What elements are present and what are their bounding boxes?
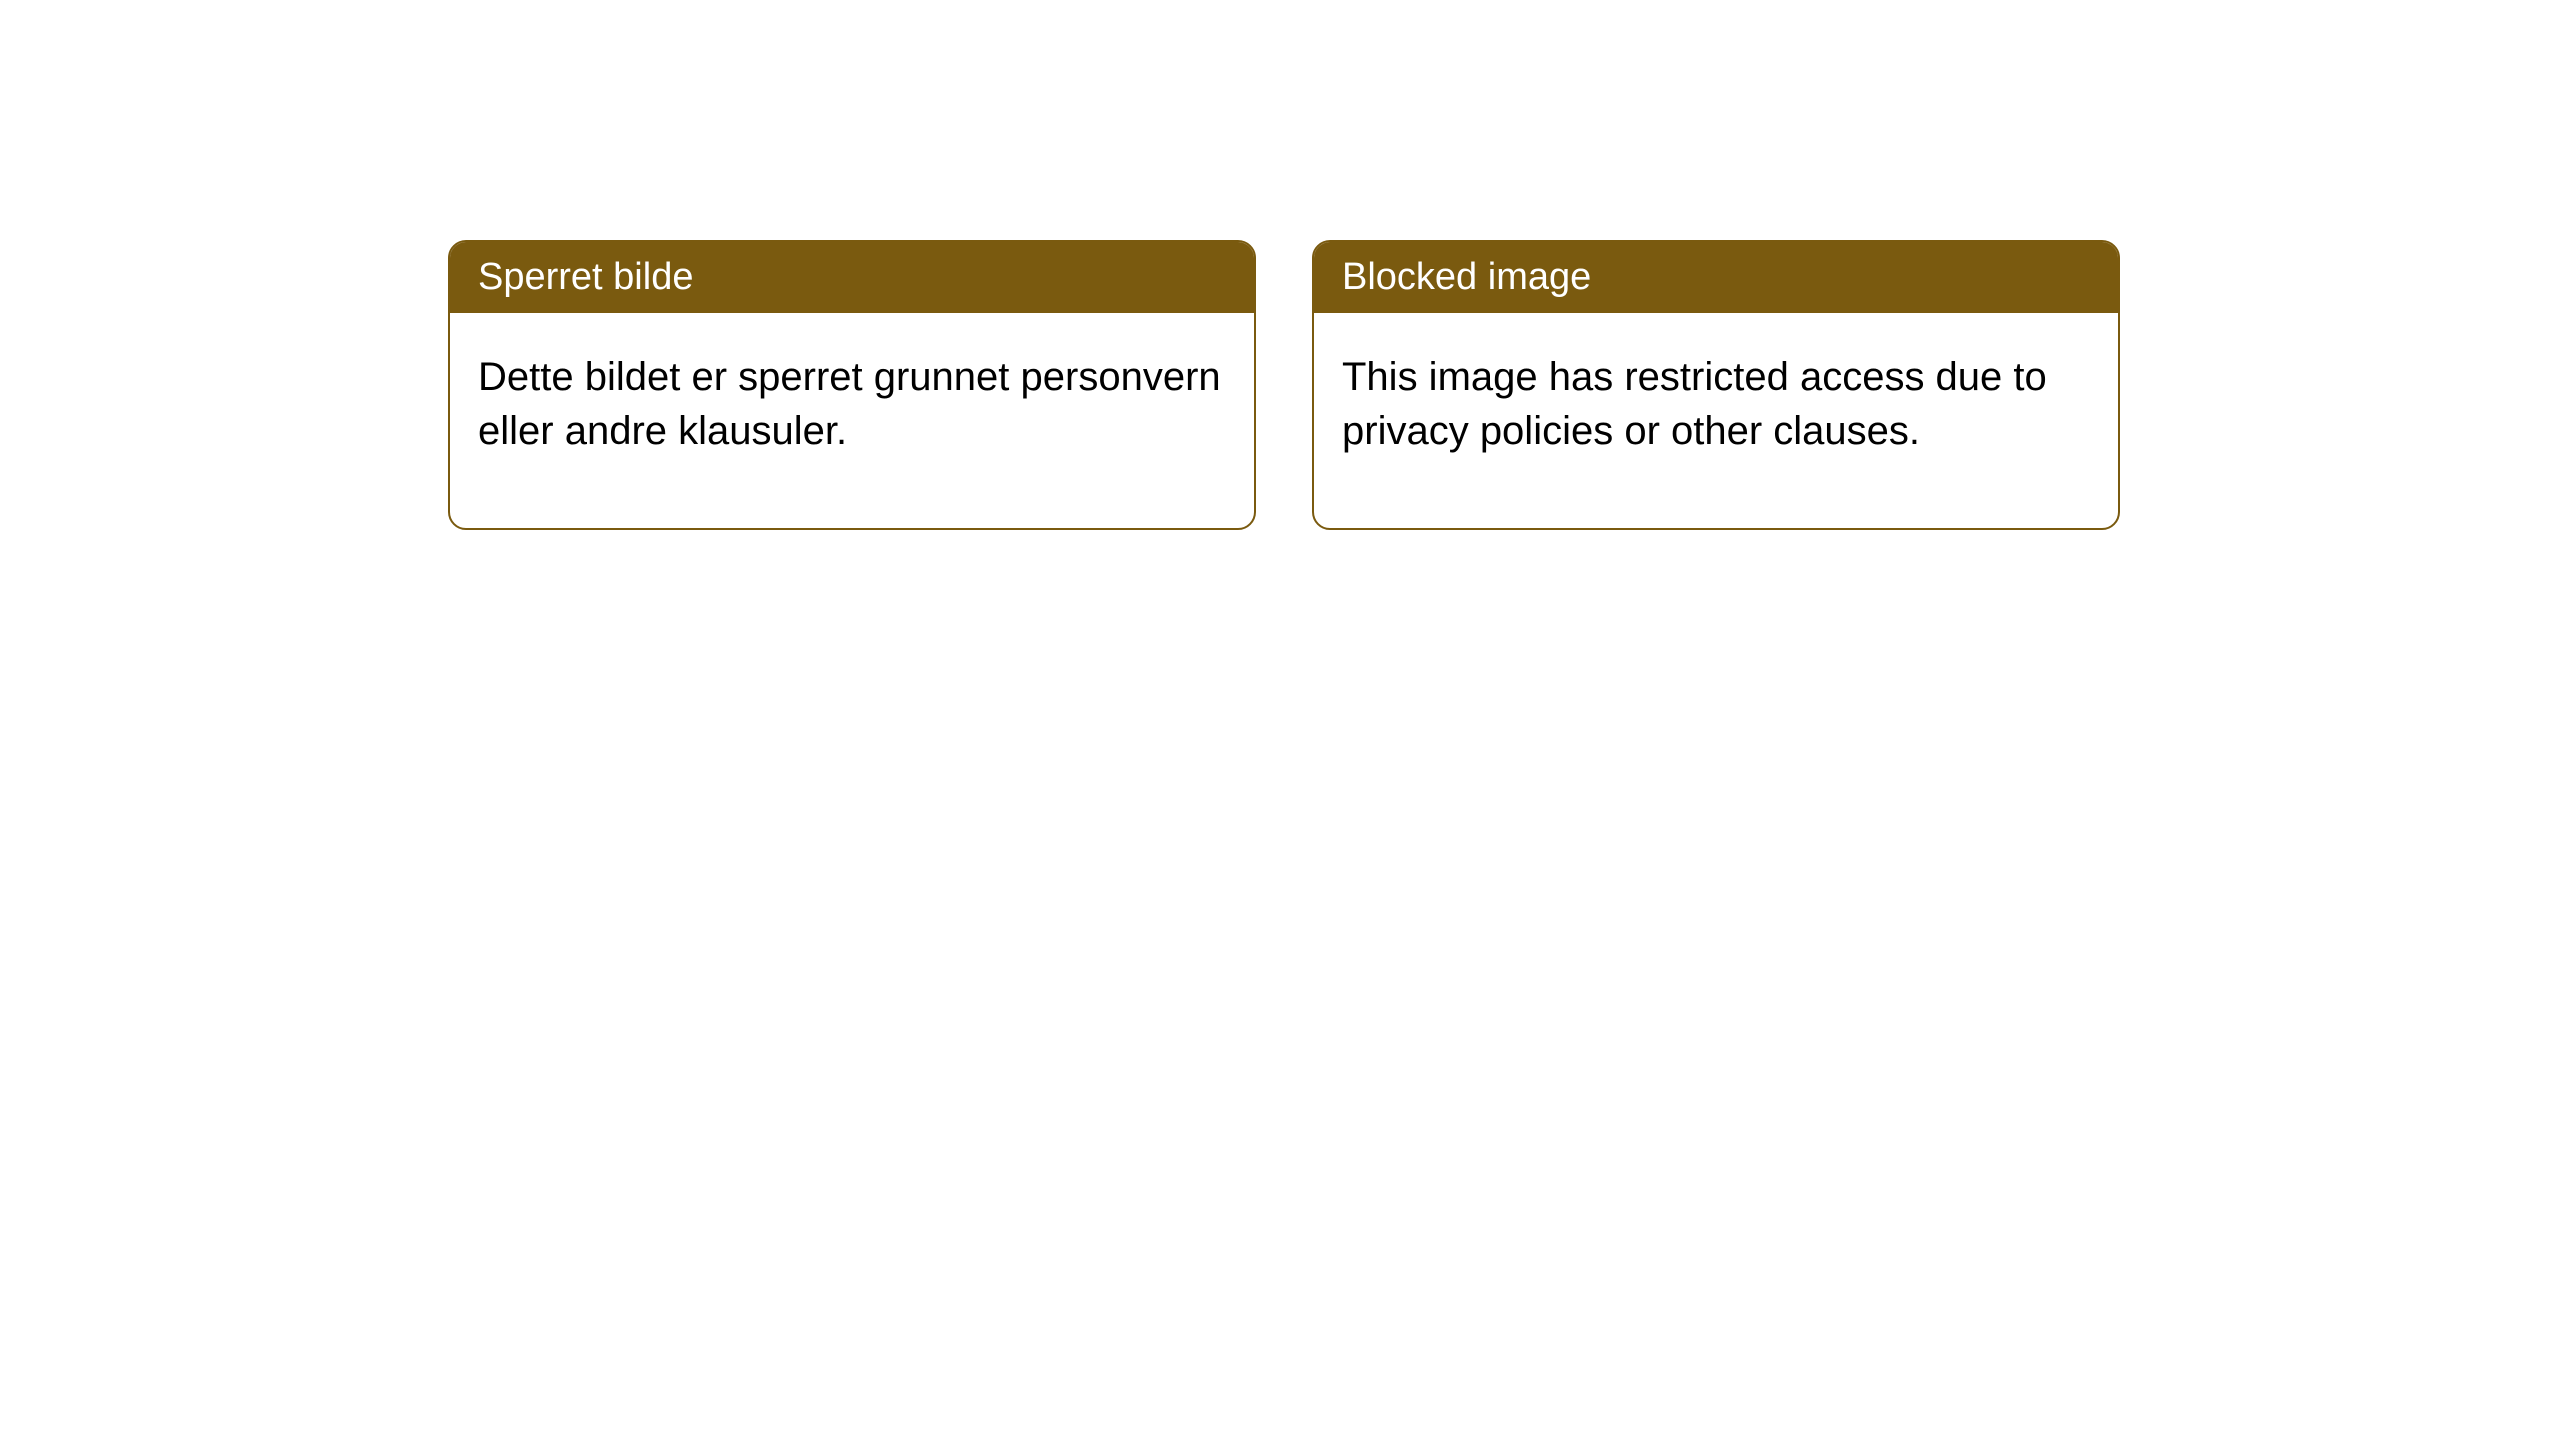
notice-body-text: Dette bildet er sperret grunnet personve… [478,355,1221,453]
notice-card-body: This image has restricted access due to … [1314,313,2118,528]
notice-card-english: Blocked image This image has restricted … [1312,240,2120,530]
notice-card-header: Sperret bilde [450,242,1254,313]
notice-title: Sperret bilde [478,256,693,298]
notice-container: Sperret bilde Dette bildet er sperret gr… [0,0,2560,530]
notice-body-text: This image has restricted access due to … [1342,355,2047,453]
notice-card-header: Blocked image [1314,242,2118,313]
notice-card-body: Dette bildet er sperret grunnet personve… [450,313,1254,528]
notice-card-norwegian: Sperret bilde Dette bildet er sperret gr… [448,240,1256,530]
notice-title: Blocked image [1342,256,1591,298]
